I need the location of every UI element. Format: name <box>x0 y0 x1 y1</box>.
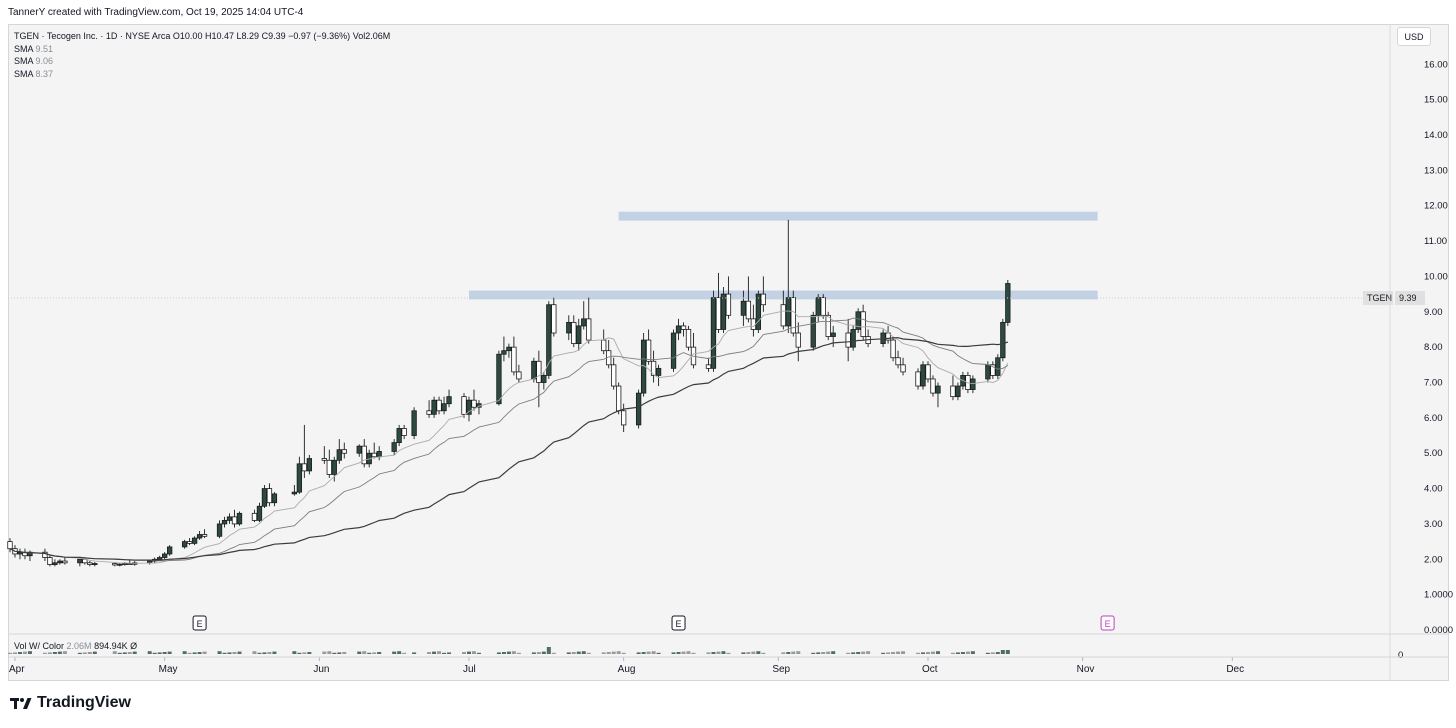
legend-sma-1[interactable]: SMA 9.51 <box>14 43 54 54</box>
legend-change: −0.97 (−9.36%) <box>288 31 351 41</box>
tradingview-logo-icon <box>10 697 32 709</box>
currency-button[interactable]: USD <box>1397 27 1431 46</box>
legend-close: C9.39 <box>261 31 286 41</box>
legend-high: H10.47 <box>204 31 234 41</box>
chart-panel[interactable] <box>8 24 1449 681</box>
attribution-header: TannerY created with TradingView.com, Oc… <box>8 7 304 18</box>
chart-legend: TGEN · Tecogen Inc. · 1D · NYSE Arca O10… <box>14 30 390 80</box>
legend-symbol: TGEN · Tecogen Inc. · 1D · NYSE Arca <box>14 31 171 41</box>
volume-legend: Vol W/ Color 2.06M 894.94K Ø <box>14 641 138 651</box>
legend-sma-3[interactable]: SMA 8.37 <box>14 68 54 79</box>
legend-volume: Vol2.06M <box>352 31 391 41</box>
legend-symbol-row: TGEN · Tecogen Inc. · 1D · NYSE Arca O10… <box>14 30 390 43</box>
legend-sma-2[interactable]: SMA 9.06 <box>14 56 54 66</box>
brand-name: TradingView <box>37 694 131 711</box>
legend-open: O10.00 <box>172 31 203 41</box>
tradingview-logo: TradingView <box>10 694 131 712</box>
legend-low: L8.29 <box>236 31 260 41</box>
